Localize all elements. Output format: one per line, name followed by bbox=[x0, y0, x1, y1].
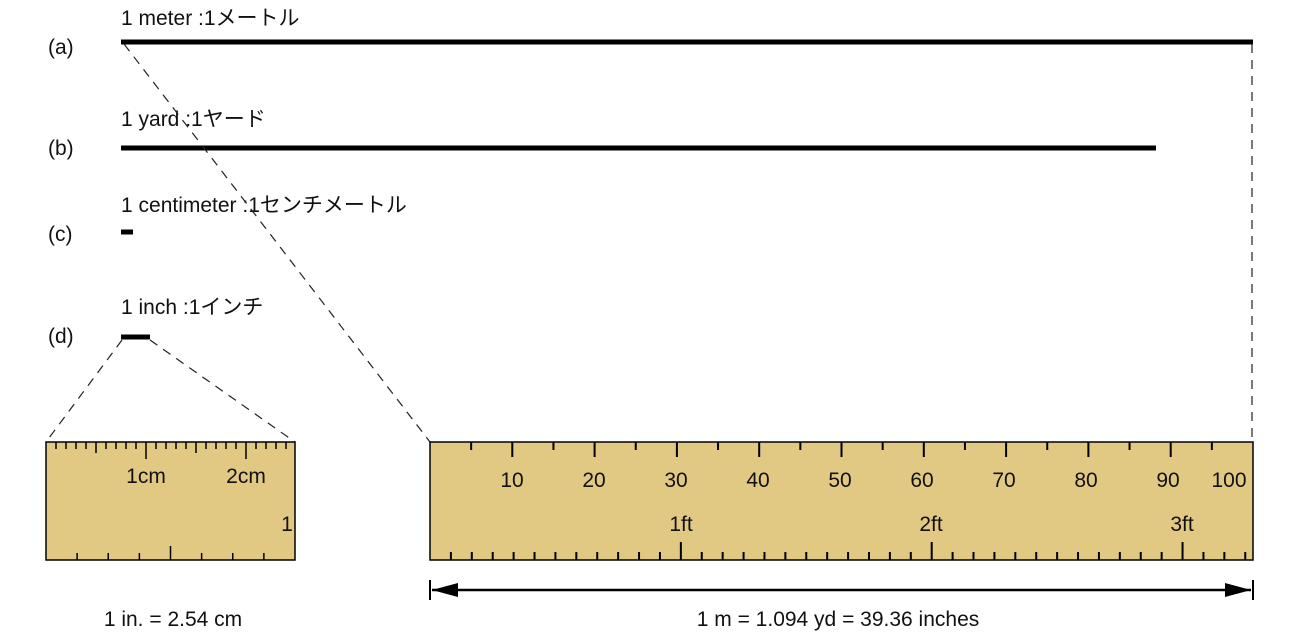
meter-ruler: 10 20 30 40 50 60 70 80 90 100 1ft 2ft 3… bbox=[429, 441, 1254, 561]
inch-ruler-mm-ticks bbox=[55, 442, 287, 459]
big-ruler-3ft-label: 3ft bbox=[1170, 513, 1194, 536]
big-ruler-1ft-label: 1ft bbox=[669, 513, 693, 536]
inch-caption: 1 in. = 2.54 cm bbox=[104, 608, 242, 631]
inch-ruler-inch-ticks bbox=[76, 546, 265, 560]
dimension-arrow-left bbox=[432, 583, 458, 597]
row-a-letter: (a) bbox=[48, 36, 74, 59]
row-b-letter: (b) bbox=[48, 137, 74, 160]
inch-label: 1 inch :1インチ bbox=[121, 296, 263, 319]
meter-ruler-inch-ticks bbox=[449, 542, 1247, 560]
big-ruler-50-label: 50 bbox=[828, 469, 851, 492]
dimension-arrow-right bbox=[1225, 583, 1251, 597]
meter-projection-left bbox=[123, 43, 431, 443]
big-ruler-30-label: 30 bbox=[664, 469, 687, 492]
big-ruler-20-label: 20 bbox=[582, 469, 605, 492]
small-ruler-1cm-label: 1cm bbox=[126, 465, 166, 488]
big-ruler-70-label: 70 bbox=[992, 469, 1015, 492]
small-ruler-2cm-label: 2cm bbox=[226, 465, 266, 488]
centimeter-label: 1 centimeter :1センチメートル bbox=[121, 194, 407, 217]
meter-caption: 1 m = 1.094 yd = 39.36 inches bbox=[697, 608, 980, 631]
row-d-letter: (d) bbox=[48, 325, 74, 348]
inch-ruler: 1cm 2cm 1 bbox=[45, 441, 296, 561]
meter-ruler-cm-ticks bbox=[470, 442, 1213, 457]
inch-projection-left bbox=[45, 339, 123, 443]
big-ruler-60-label: 60 bbox=[910, 469, 933, 492]
inch-projection-right bbox=[149, 339, 296, 443]
meter-label: 1 meter :1メートル bbox=[121, 7, 300, 30]
big-ruler-10-label: 10 bbox=[500, 469, 523, 492]
big-ruler-90-label: 90 bbox=[1156, 469, 1179, 492]
big-ruler-80-label: 80 bbox=[1074, 469, 1097, 492]
inch-ruler-body bbox=[45, 441, 296, 561]
meter-ruler-body bbox=[429, 441, 1254, 561]
big-ruler-40-label: 40 bbox=[746, 469, 769, 492]
row-c-letter: (c) bbox=[48, 223, 73, 246]
big-ruler-2ft-label: 2ft bbox=[919, 513, 943, 536]
yard-label: 1 yard :1ヤード bbox=[121, 108, 266, 131]
small-ruler-1in-label: 1 bbox=[281, 513, 293, 536]
big-ruler-100-label: 100 bbox=[1211, 469, 1246, 492]
